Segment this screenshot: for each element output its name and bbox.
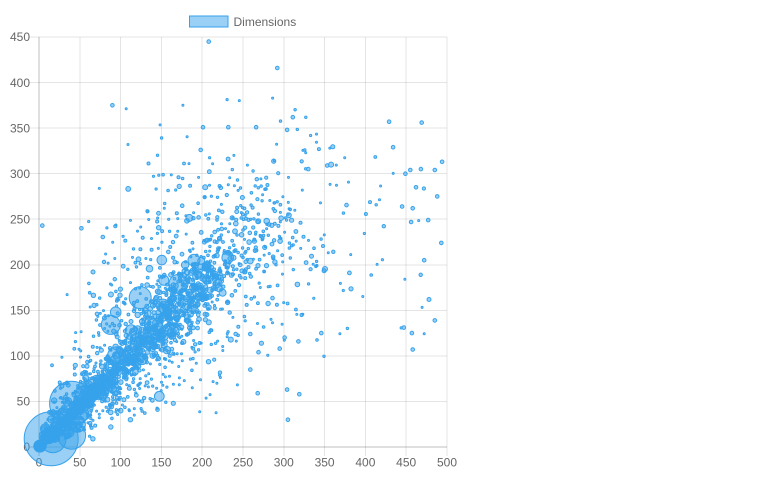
svg-text:250: 250 (233, 455, 253, 469)
svg-text:300: 300 (274, 455, 294, 469)
svg-text:50: 50 (73, 455, 87, 469)
svg-text:200: 200 (10, 258, 30, 272)
svg-text:Dimensions: Dimensions (234, 15, 297, 29)
svg-text:100: 100 (10, 349, 30, 363)
svg-text:150: 150 (151, 455, 171, 469)
svg-text:100: 100 (111, 455, 131, 469)
svg-text:250: 250 (10, 212, 30, 226)
svg-text:450: 450 (396, 455, 416, 469)
svg-text:400: 400 (10, 76, 30, 90)
svg-text:450: 450 (10, 30, 30, 44)
svg-text:500: 500 (437, 455, 457, 469)
svg-text:200: 200 (192, 455, 212, 469)
svg-text:300: 300 (10, 167, 30, 181)
svg-text:400: 400 (355, 455, 375, 469)
svg-text:350: 350 (10, 121, 30, 135)
svg-text:50: 50 (17, 395, 31, 409)
svg-text:350: 350 (315, 455, 335, 469)
svg-text:150: 150 (10, 304, 30, 318)
